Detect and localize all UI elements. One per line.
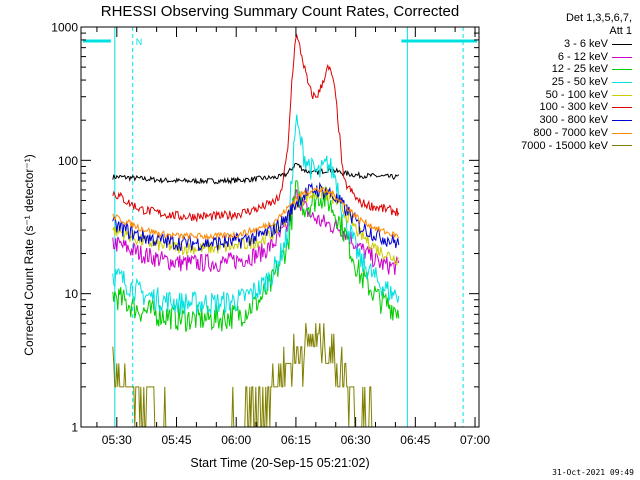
series-line-7	[112, 186, 400, 241]
y-tick-label-1: 10	[65, 287, 79, 301]
legend-entry: 7000 - 15000 keV	[482, 140, 632, 153]
legend-header-line-2: Att 1	[609, 25, 632, 37]
legend-entry: 50 - 100 keV	[482, 89, 632, 102]
legend-swatch	[612, 132, 632, 134]
legend-swatch	[612, 145, 632, 147]
series-line-0	[112, 162, 400, 185]
chart-legend: Det 1,3,5,6,7, Att 1 3 - 6 keV 6 - 12 keV…	[482, 12, 632, 152]
legend-swatch	[612, 94, 632, 96]
series-line-5	[112, 33, 400, 223]
legend-entry: 300 - 800 keV	[482, 114, 632, 127]
plot-frame	[80, 26, 480, 428]
legend-entry: 25 - 50 keV	[482, 76, 632, 89]
legend-swatch	[612, 69, 632, 71]
legend-label: 6 - 12 keV	[557, 50, 608, 63]
legend-swatch	[612, 81, 632, 83]
x-tick-label-2: 06:00	[221, 433, 251, 447]
legend-entry: 6 - 12 keV	[482, 51, 632, 64]
legend-entry: 3 - 6 keV	[482, 38, 632, 51]
series-line-3	[112, 114, 400, 315]
x-tick-label-3: 06:15	[281, 433, 311, 447]
legend-entry: 100 - 300 keV	[482, 101, 632, 114]
legend-label: 3 - 6 keV	[563, 38, 608, 50]
y-tick-label-2: 100	[58, 154, 78, 168]
x-axis-label: Start Time (20-Sep-15 05:21:02)	[190, 456, 369, 470]
legend-swatch	[612, 43, 632, 45]
legend-label: 300 - 800 keV	[539, 114, 609, 127]
legend-entry: 12 - 25 keV	[482, 63, 632, 76]
x-tick-label-1: 05:45	[162, 433, 192, 447]
chart-title: RHESSI Observing Summary Count Rates, Co…	[101, 3, 459, 20]
legend-swatch	[612, 119, 632, 121]
legend-label: 50 - 100 keV	[545, 88, 608, 101]
legend-label: 100 - 300 keV	[539, 101, 609, 114]
legend-header-line-1: Det 1,3,5,6,7,	[565, 12, 632, 24]
series-line-8	[112, 323, 379, 428]
legend-swatch	[612, 56, 632, 58]
series-line-1	[112, 188, 400, 275]
legend-label: 12 - 25 keV	[551, 63, 608, 76]
legend-label: 800 - 7000 keV	[533, 126, 608, 139]
x-tick-label-6: 07:00	[460, 433, 490, 447]
y-tick-label-3: 1000	[51, 21, 78, 35]
legend-label: 7000 - 15000 keV	[521, 139, 608, 152]
y-tick-label-0: 1	[71, 421, 78, 435]
saa-label: N	[136, 37, 143, 47]
x-tick-label-4: 06:30	[341, 433, 371, 447]
series-line-6	[112, 181, 400, 252]
x-tick-label-0: 05:30	[102, 433, 132, 447]
footer-date: 31-Oct-2021 09:49	[552, 468, 634, 477]
y-axis-label: Corrected Count Rate (s⁻¹ detector⁻¹)	[22, 154, 36, 355]
legend-swatch	[612, 107, 632, 109]
legend-entry: 800 - 7000 keV	[482, 127, 632, 140]
x-tick-label-5: 06:45	[400, 433, 430, 447]
legend-label: 25 - 50 keV	[551, 76, 608, 89]
